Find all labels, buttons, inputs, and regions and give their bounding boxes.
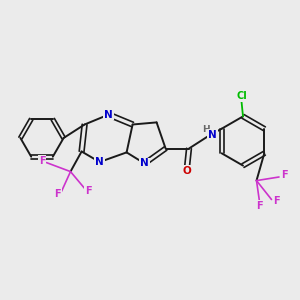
Text: O: O [182, 166, 191, 176]
Text: F: F [281, 170, 288, 181]
Text: Cl: Cl [236, 91, 247, 101]
Text: N: N [208, 130, 217, 140]
Text: N: N [104, 110, 113, 120]
Text: F: F [85, 186, 92, 196]
Text: F: F [39, 156, 45, 166]
Text: F: F [256, 201, 263, 211]
Text: N: N [140, 158, 149, 169]
Text: F: F [55, 189, 61, 199]
Text: F: F [274, 196, 280, 206]
Text: N: N [95, 157, 104, 167]
Text: H: H [202, 125, 209, 134]
